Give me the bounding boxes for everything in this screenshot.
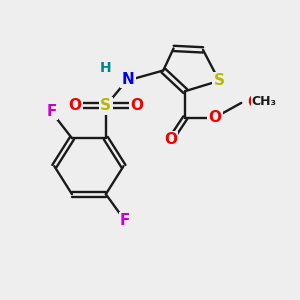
Text: S: S: [214, 73, 225, 88]
Text: O: O: [247, 95, 260, 110]
Text: S: S: [100, 98, 111, 113]
Text: CH₃: CH₃: [252, 95, 277, 108]
Text: O: O: [208, 110, 221, 125]
Text: O: O: [68, 98, 81, 113]
Text: O: O: [164, 132, 177, 147]
Text: F: F: [46, 104, 56, 119]
Text: H: H: [99, 61, 111, 75]
Text: O: O: [130, 98, 143, 113]
Text: N: N: [122, 72, 134, 87]
Text: F: F: [120, 213, 130, 228]
